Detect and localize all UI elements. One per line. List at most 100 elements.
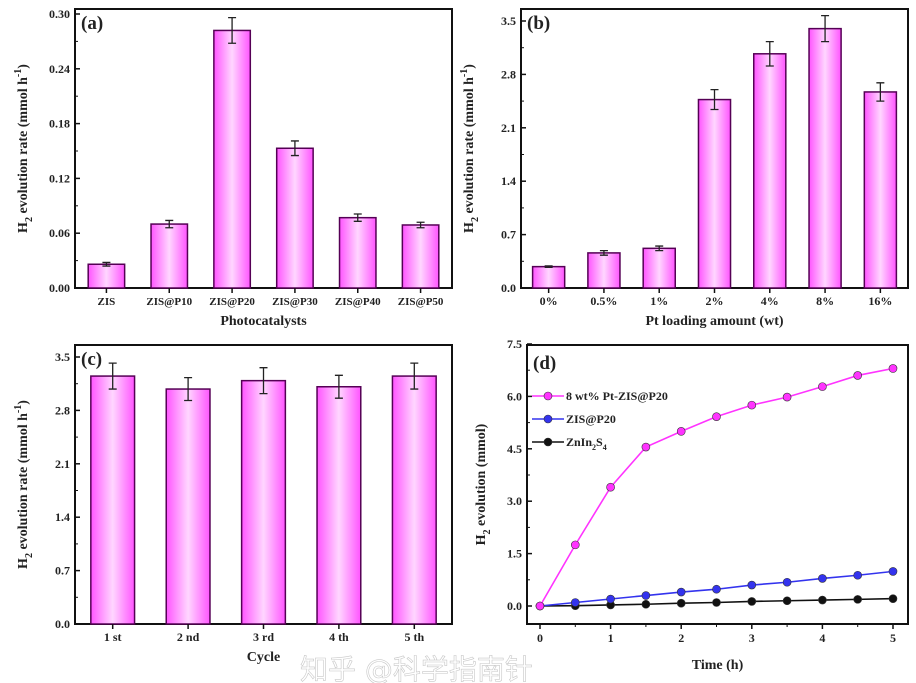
data-point: [782, 596, 792, 606]
error-bar: [228, 17, 237, 44]
data-point: [853, 595, 863, 604]
x-tick-label: 3: [749, 631, 755, 645]
y-tick-label: 3.5: [501, 14, 516, 28]
bar-0: [531, 265, 566, 289]
panel-label: (a): [81, 13, 103, 34]
series-8-wt-Pt-ZIS-P20: [535, 364, 898, 611]
y-tick-label: 2.8: [55, 403, 70, 417]
y-tick-label: 0.00: [49, 281, 70, 295]
y-tick-label: 1.5: [507, 547, 522, 561]
y-axis-label: H2 evolution (mmol): [474, 423, 493, 545]
data-point: [818, 595, 827, 605]
data-point: [676, 427, 686, 436]
bar-2nd: [165, 388, 211, 625]
x-tick-label: 0.5%: [590, 294, 617, 308]
panel-c: 0.0 0.7 1.4 2.1 2.8 3.5 (c) Cycle H2 evolution r…: [13, 344, 453, 665]
y-tick-label: 0.0: [55, 617, 70, 631]
data-point: [782, 577, 792, 587]
error-bar: [353, 213, 362, 222]
x-tick-label: ZIS@P30: [272, 296, 318, 308]
data-point: [853, 371, 863, 380]
legend-label: ZIS@P20: [566, 412, 616, 426]
y-tick-label: 0.06: [49, 226, 70, 240]
legend-label: ZnIn2S4: [566, 435, 607, 452]
y-tick-label: 7.5: [507, 337, 522, 351]
x-tick-label: 8%: [816, 294, 834, 308]
legend-label: 8 wt% Pt-ZIS@P20: [566, 389, 668, 403]
x-tick-label: ZIS@P50: [398, 296, 444, 308]
x-tick-label: 16%: [868, 294, 892, 308]
error-bar: [410, 362, 419, 390]
error-bar: [102, 261, 111, 267]
x-tick-label: ZIS@P20: [209, 296, 255, 308]
x-axis-label: Time (h): [692, 658, 744, 673]
x-tick-label: 2 nd: [177, 630, 200, 644]
y-axis-label: H2 evolution rate (mmol h-1): [13, 400, 35, 569]
data-point: [888, 594, 898, 603]
plot-frame: [74, 8, 453, 289]
y-tick-label: 3.5: [55, 350, 70, 364]
legend-marker: [543, 437, 553, 447]
watermark: 知乎 @科学指南针: [300, 653, 533, 683]
error-bar: [599, 249, 608, 256]
bar-ZISP20: [213, 29, 252, 289]
x-tick-label: 4: [819, 631, 825, 645]
data-point: [782, 392, 792, 402]
data-point: [641, 442, 651, 452]
x-tick-label: ZIS: [98, 296, 116, 308]
y-tick-label: 0.0: [507, 599, 522, 613]
x-tick-label: ZIS@P40: [335, 296, 381, 308]
x-tick-label: 5: [890, 631, 896, 645]
data-point: [641, 599, 651, 609]
panel-label: (c): [81, 349, 102, 370]
plot-frame: [526, 344, 909, 625]
error-bar: [710, 89, 719, 111]
x-axis-label: Cycle: [247, 650, 280, 665]
x-tick-label: 0%: [540, 294, 558, 308]
data-point: [570, 540, 580, 550]
y-axis-label: H2 evolution rate (mmol h-1): [13, 64, 35, 233]
panel-d: 0.0 1.5 3.0 4.5 6.0 7.5 (d) Time (h) H2 evolutio…: [474, 337, 909, 673]
x-tick-label: 3 rd: [253, 630, 274, 644]
data-point: [641, 591, 651, 600]
x-tick-label: ZIS@P10: [146, 296, 192, 308]
error-bar: [108, 362, 117, 390]
error-bar: [655, 245, 664, 252]
x-tick-label: 0: [537, 631, 543, 645]
bar-5th: [391, 375, 437, 625]
error-bar: [544, 265, 553, 269]
y-tick-label: 1.4: [55, 510, 70, 524]
y-tick-label: 0.12: [49, 171, 70, 185]
y-tick-label: 0.18: [49, 117, 70, 131]
data-point: [818, 382, 827, 391]
y-tick-label: 2.1: [501, 121, 516, 135]
data-point: [606, 594, 615, 604]
panel-a: 0.00 0.06 0.12 0.18 0.24 0.30 (a) Photocatalyst…: [13, 7, 453, 329]
data-point: [712, 598, 721, 607]
bar-8: [808, 27, 842, 289]
data-point: [853, 570, 863, 580]
panel-label: (b): [527, 13, 550, 34]
data-point: [888, 364, 898, 373]
data-point: [570, 598, 580, 607]
data-point: [676, 598, 686, 608]
x-tick-label: 1: [608, 631, 614, 645]
bar-1st: [90, 375, 136, 625]
y-tick-label: 0.7: [55, 564, 70, 578]
legend-entry: 8 wt% Pt-ZIS@P20: [532, 389, 668, 403]
data-point: [888, 567, 898, 576]
bar-2: [697, 98, 732, 289]
error-bar: [165, 219, 174, 229]
data-point: [818, 574, 827, 583]
series-line: [539, 367, 894, 607]
x-axis-label: Photocatalysts: [220, 314, 307, 329]
y-tick-label: 0.0: [501, 281, 516, 295]
y-tick-label: 1.4: [501, 174, 516, 188]
data-point: [747, 400, 757, 410]
x-tick-label: 4%: [761, 294, 779, 308]
bar-1: [642, 247, 676, 289]
panel-b: 0.0 0.7 1.4 2.1 2.8 3.5 (b) Pt loading amount (…: [459, 8, 909, 329]
data-point: [747, 580, 757, 590]
x-tick-label: 2: [678, 631, 684, 645]
error-bar: [765, 40, 774, 67]
